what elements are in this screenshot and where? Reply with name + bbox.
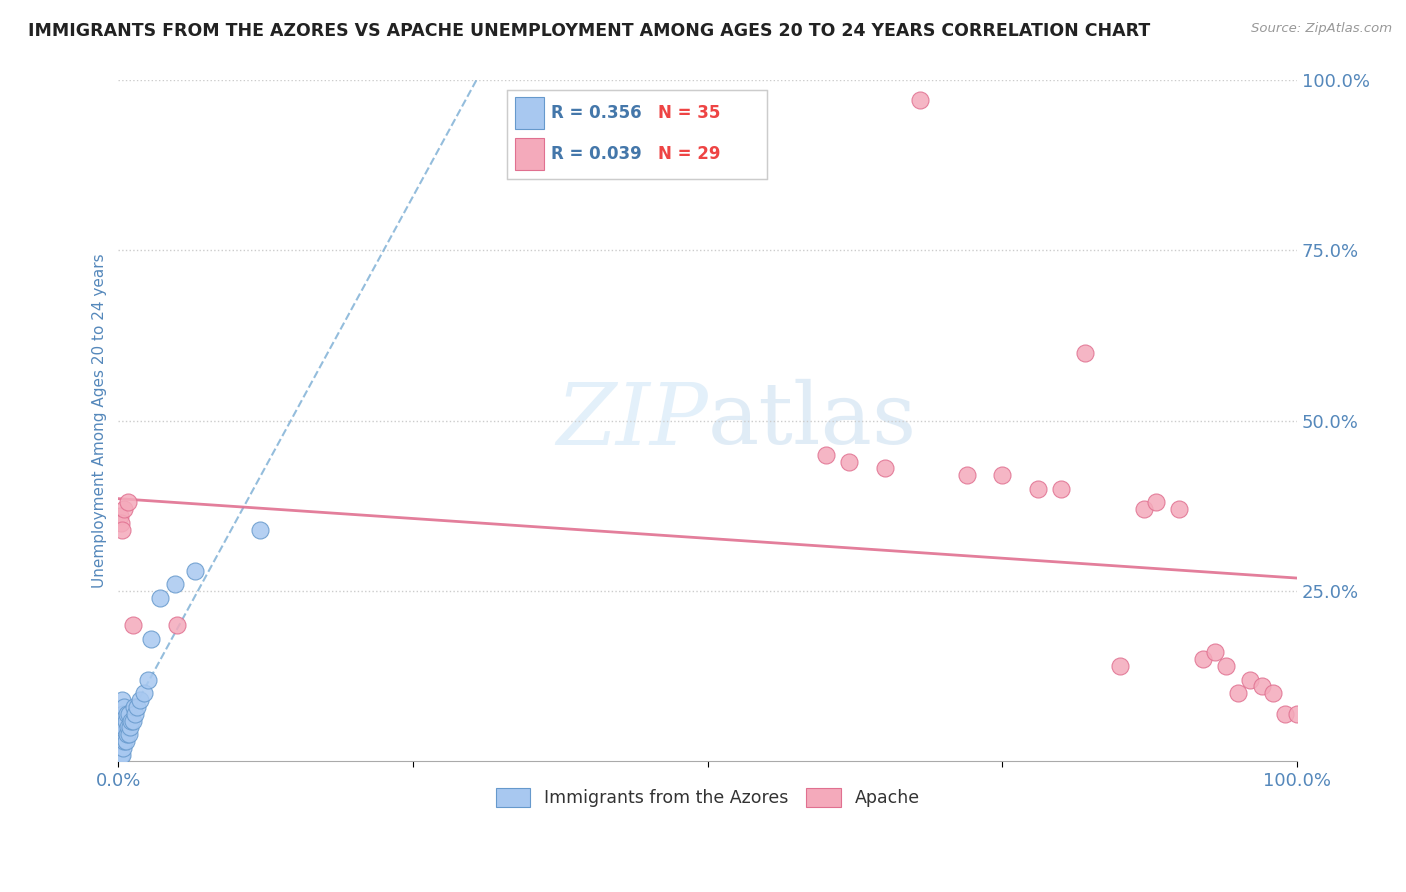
Point: [120, 714, 142, 728]
Point: [1204, 645, 1226, 659]
Point: [1133, 502, 1156, 516]
Point: [128, 693, 150, 707]
Y-axis label: Unemployment Among Ages 20 to 24 years: Unemployment Among Ages 20 to 24 years: [93, 253, 107, 588]
Point: [108, 509, 131, 524]
Point: [118, 706, 141, 721]
Point: [163, 577, 186, 591]
Point: [1250, 680, 1272, 694]
Legend: Immigrants from the Azores, Apache: Immigrants from the Azores, Apache: [489, 780, 927, 814]
Text: IMMIGRANTS FROM THE AZORES VS APACHE UNEMPLOYMENT AMONG AGES 20 TO 24 YEARS CORR: IMMIGRANTS FROM THE AZORES VS APACHE UNE…: [28, 22, 1150, 40]
Point: [991, 468, 1014, 483]
Text: atlas: atlas: [707, 379, 917, 462]
Point: [122, 699, 145, 714]
Point: [118, 727, 141, 741]
Point: [115, 706, 138, 721]
Point: [112, 734, 135, 748]
Point: [120, 720, 142, 734]
Point: [114, 734, 136, 748]
Point: [127, 699, 149, 714]
Point: [1239, 673, 1261, 687]
Point: [249, 523, 271, 537]
Point: [114, 714, 136, 728]
Point: [1050, 482, 1073, 496]
Point: [166, 618, 188, 632]
Point: [117, 495, 139, 509]
Point: [112, 727, 135, 741]
Point: [121, 618, 143, 632]
Point: [111, 523, 134, 537]
Point: [136, 673, 159, 687]
Point: [956, 468, 979, 483]
Point: [1263, 686, 1285, 700]
Point: [908, 94, 931, 108]
Point: [1286, 706, 1309, 721]
Point: [149, 591, 172, 605]
Point: [110, 720, 132, 734]
Point: [112, 699, 135, 714]
Point: [873, 461, 896, 475]
Point: [141, 632, 163, 646]
Text: ZIP: ZIP: [555, 379, 707, 462]
Point: [110, 516, 132, 530]
Point: [1144, 495, 1167, 509]
Point: [108, 740, 131, 755]
Point: [110, 747, 132, 762]
Point: [108, 727, 131, 741]
Point: [814, 448, 837, 462]
Point: [115, 727, 138, 741]
Point: [111, 747, 134, 762]
Point: [111, 693, 134, 707]
Point: [112, 502, 135, 516]
Point: [1227, 686, 1250, 700]
Point: [112, 706, 135, 721]
Point: [112, 740, 135, 755]
Point: [111, 714, 134, 728]
Point: [134, 686, 156, 700]
Point: [1026, 482, 1049, 496]
Point: [124, 706, 146, 721]
Point: [1168, 502, 1191, 516]
Point: [838, 454, 860, 468]
Point: [184, 564, 207, 578]
Point: [111, 734, 134, 748]
Point: [117, 720, 139, 734]
Point: [121, 714, 143, 728]
Point: [1215, 659, 1237, 673]
Point: [1074, 345, 1097, 359]
Point: [1109, 659, 1132, 673]
Point: [112, 720, 135, 734]
Text: Source: ZipAtlas.com: Source: ZipAtlas.com: [1251, 22, 1392, 36]
Point: [1274, 706, 1296, 721]
Point: [1191, 652, 1213, 666]
